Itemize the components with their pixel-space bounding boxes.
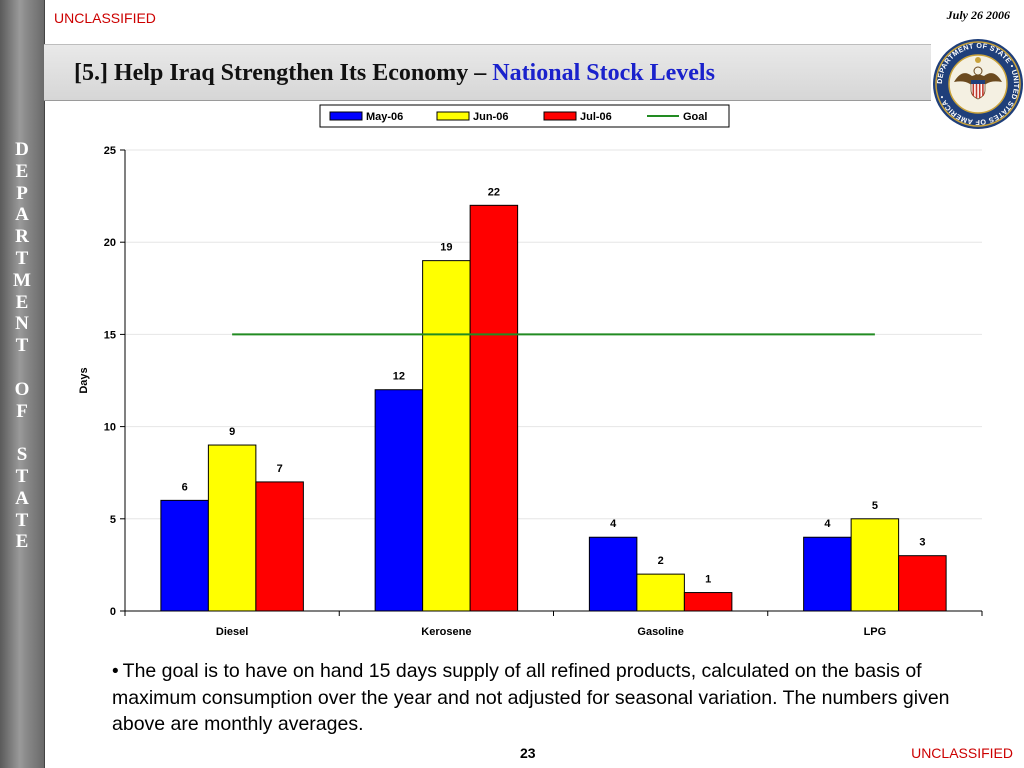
sidebar-letter: O [14,378,30,400]
sidebar-letter: T [15,335,29,357]
legend-label: Jun-06 [473,111,508,123]
slide-title: [5.] Help Iraq Strengthen Its Economy – … [74,60,715,87]
sidebar-letter [0,422,44,444]
y-tick-label: 10 [104,422,116,434]
legend-swatch-jun-06 [436,111,470,121]
legend-box [319,104,730,128]
y-axis-label: Days [78,367,90,393]
title-bar: [5.] Help Iraq Strengthen Its Economy – … [44,44,931,101]
sidebar-letter: E [15,160,29,182]
data-label: 1 [705,574,711,586]
sidebar-letter: N [15,313,29,335]
x-tick-label: Diesel [216,626,248,638]
sidebar-letter: A [15,204,29,226]
sidebar-letter: A [15,487,29,509]
bar-jun-06-gasoline [636,573,685,612]
title-prefix: [5.] Help Iraq Strengthen Its Economy – [74,60,493,86]
y-tick-label: 0 [110,606,116,618]
bar-jun-06-diesel [207,444,257,612]
sidebar-letter: P [16,182,28,204]
y-tick-label: 25 [104,145,116,157]
bar-jul-06-diesel [255,481,304,612]
data-label: 3 [919,537,925,549]
sidebar-letter: F [16,400,28,422]
legend-label: Goal [683,111,707,123]
data-label: 9 [229,426,235,438]
sidebar-letter: E [15,531,29,553]
title-accent: National Stock Levels [492,60,715,86]
bar-jul-06-kerosene [469,204,519,612]
bar-jul-06-lpg [898,555,947,612]
bullet-dot: • [112,661,119,682]
legend-swatch-jul-06 [543,111,577,121]
legend-label: Jul-06 [580,111,612,123]
sidebar-letter: S [16,444,28,466]
data-label: 6 [182,481,188,493]
data-label: 2 [658,555,664,567]
data-label: 5 [872,500,878,512]
data-label: 19 [440,242,452,254]
bar-may-06-gasoline [588,536,638,612]
y-tick-label: 20 [104,237,116,249]
department-of-state-seal-icon: DEPARTMENT OF STATE • UNITED STATES OF A… [933,39,1023,129]
sidebar-letter: D [15,139,29,160]
bar-jun-06-lpg [850,518,900,612]
data-label: 22 [488,186,500,198]
sidebar-letter: M [13,269,31,291]
sidebar-letter [0,357,44,379]
goal-note-text: The goal is to have on hand 15 days supp… [112,660,950,735]
classification-bottom: UNCLASSIFIED [911,745,1013,761]
bar-may-06-diesel [160,499,209,612]
bar-jun-06-kerosene [422,260,471,612]
bar-may-06-kerosene [374,389,424,612]
classification-top: UNCLASSIFIED [54,10,156,26]
legend-label: May-06 [366,111,403,123]
data-label: 12 [393,371,405,383]
data-label: 7 [277,463,283,475]
legend-swatch-may-06 [329,111,363,121]
y-tick-label: 15 [104,329,116,341]
sidebar-letter: R [15,226,29,248]
x-tick-label: Gasoline [637,626,683,638]
sidebar-letter: T [15,465,29,487]
sidebar-letter: T [15,509,29,531]
slide-date: July 26 2006 [946,8,1010,22]
y-tick-label: 5 [110,514,116,526]
x-tick-label: Kerosene [421,626,471,638]
sidebar-letter: E [15,291,29,313]
bar-jul-06-gasoline [683,592,733,612]
national-stock-levels-chart: 0510152025Days697Diesel121922Kerosene421… [78,104,983,638]
data-label: 4 [610,518,617,530]
data-label: 4 [824,518,831,530]
x-tick-label: LPG [864,626,887,638]
bar-may-06-lpg [803,536,852,612]
sidebar-letter: T [15,247,29,269]
page-number: 23 [520,745,536,761]
goal-note: • The goal is to have on hand 15 days sup… [112,658,962,737]
